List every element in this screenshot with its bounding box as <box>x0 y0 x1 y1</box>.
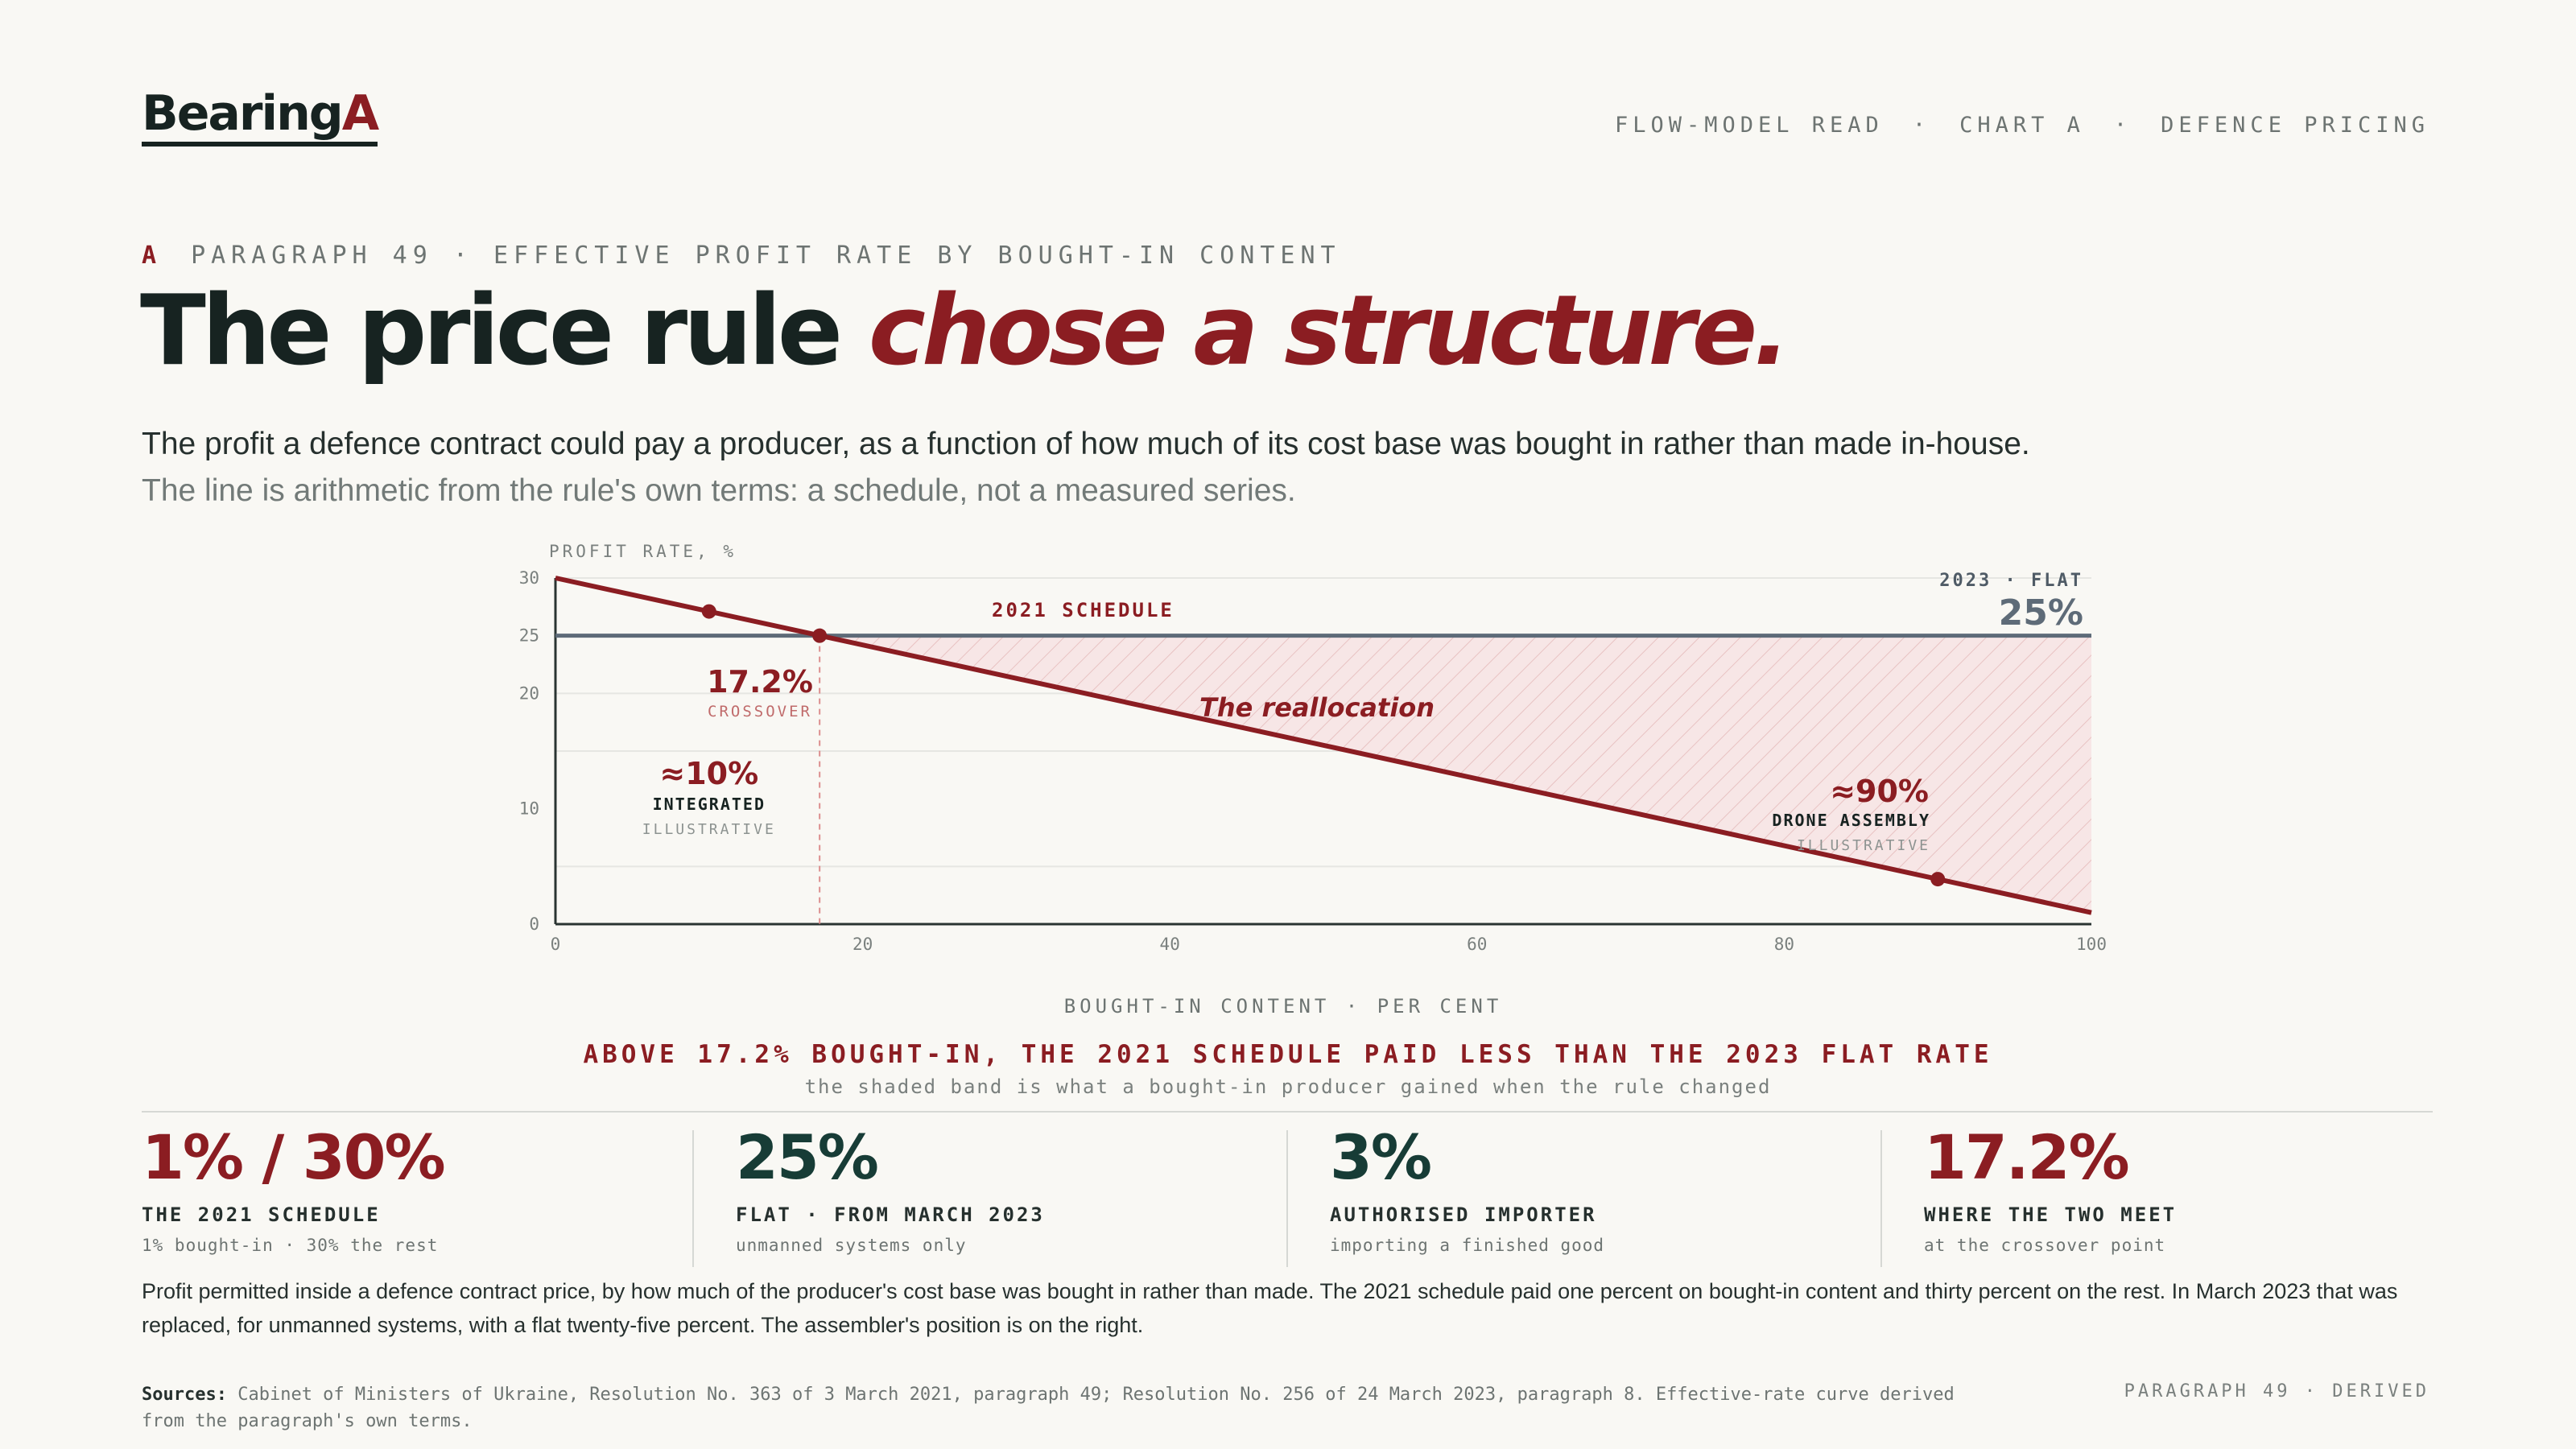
stat-divider <box>1286 1130 1288 1267</box>
sources-note: Sources: Cabinet of Ministers of Ukraine… <box>142 1381 1993 1435</box>
y-tick-label: 25 <box>519 626 539 646</box>
stat-value: 25% <box>736 1121 879 1193</box>
logo-accent: A <box>341 85 379 142</box>
x-tick-label: 20 <box>852 935 873 954</box>
stat-sub: at the crossover point <box>1924 1236 2166 1256</box>
title-plain: The price rule <box>140 275 869 387</box>
flat-rate-value: 25% <box>1999 592 2083 634</box>
crossover-value: 17.2% <box>707 664 813 700</box>
stat-label: THE 2021 SCHEDULE <box>142 1203 381 1227</box>
data-point <box>701 604 716 619</box>
stat-label: FLAT · FROM MARCH 2023 <box>736 1203 1045 1227</box>
band-label: The reallocation <box>1199 692 1435 723</box>
integrated-value: ≈10% <box>659 756 758 791</box>
stat-crossover: 17.2% WHERE THE TWO MEET at the crossove… <box>1924 1122 2177 1267</box>
stat-label: AUTHORISED IMPORTER <box>1330 1203 1597 1227</box>
breadcrumb-item-chart: CHART A <box>1959 113 2085 138</box>
x-tick-label: 40 <box>1160 935 1180 954</box>
stat-value: 1% / 30% <box>142 1121 446 1193</box>
chart-summary-sub: the shaded band is what a bought-in prod… <box>804 1075 1772 1098</box>
drone-value: ≈90% <box>1830 774 1929 809</box>
x-tick-label: 80 <box>1774 935 1794 954</box>
sources-text: Cabinet of Ministers of Ukraine, Resolut… <box>142 1385 1955 1431</box>
tick-labels: 0 20 40 60 80 100 0 10 20 25 30 PROFIT RATE, % BOUGH… <box>519 542 2107 1018</box>
sources-label: Sources: <box>142 1385 227 1405</box>
y-tick-label: 0 <box>529 914 539 934</box>
breadcrumb-item-defence-pricing: DEFENCE PRICING <box>2161 113 2429 138</box>
stat-sub: unmanned systems only <box>736 1236 967 1256</box>
stat-authorised-importer: 3% AUTHORISED IMPORTER importing a finis… <box>1330 1122 1604 1267</box>
integrated-note: ILLUSTRATIVE <box>642 821 776 838</box>
series-label-2023-flat: 2023 · FLAT <box>1939 571 2083 591</box>
x-tick-label: 100 <box>2076 935 2107 954</box>
chart-eyebrow: A PARAGRAPH 49 · EFFECTIVE PROFIT RATE BY… <box>142 242 1341 270</box>
brand-logo[interactable]: BearingA <box>142 85 379 147</box>
crossover-label: CROSSOVER <box>708 703 812 720</box>
drone-label: DRONE ASSEMBLY <box>1772 811 1930 830</box>
drone-note: ILLUSTRATIVE <box>1797 837 1930 854</box>
chart-letter: A <box>142 242 163 270</box>
y-axis-label: PROFIT RATE, % <box>549 542 737 561</box>
stat-2021-schedule: 1% / 30% THE 2021 SCHEDULE 1% bought-in … <box>142 1121 446 1267</box>
stat-label: WHERE THE TWO MEET <box>1924 1203 2178 1227</box>
lede-secondary: The line is arithmetic from the rule's o… <box>142 473 1296 508</box>
stat-value: 17.2% <box>1924 1121 2130 1193</box>
series-label-2021-schedule: 2021 SCHEDULE <box>992 599 1174 621</box>
profit-rate-chart: 0 20 40 60 80 100 0 10 20 25 30 PROFIT RATE, % BOUGH… <box>519 542 2107 1018</box>
x-axis-label: BOUGHT-IN CONTENT · PER CENT <box>1064 995 1503 1018</box>
breadcrumb-separator: · <box>1912 113 1931 138</box>
series-line-2021-schedule <box>555 576 2092 915</box>
x-tick-label: 0 <box>551 935 561 954</box>
title-emphasis: chose a structure. <box>868 275 1790 387</box>
logo-text: Bearing <box>142 85 344 142</box>
stat-divider <box>1880 1130 1882 1267</box>
body-text: Profit permitted inside a defence contra… <box>142 1279 2398 1337</box>
y-tick-label: 20 <box>519 683 539 703</box>
footer-tag: PARAGRAPH 49 · DERIVED <box>2124 1381 2429 1402</box>
lede-primary: The profit a defence contract could pay … <box>142 427 2030 461</box>
data-point <box>812 628 828 643</box>
stat-sub: importing a finished good <box>1330 1236 1605 1256</box>
chart-summary-headline: ABOVE 17.2% BOUGHT-IN, THE 2021 SCHEDULE… <box>583 1040 1993 1069</box>
stat-flat-2023: 25% FLAT · FROM MARCH 2023 unmanned syst… <box>736 1122 1045 1267</box>
top-breadcrumb: FLOW-MODEL READ · CHART A · DEFENCE PRICING <box>1615 113 2429 138</box>
stat-divider <box>692 1130 694 1267</box>
y-tick-label: 10 <box>519 799 539 819</box>
stat-value: 3% <box>1330 1121 1432 1193</box>
eyebrow-text: PARAGRAPH 49 · EFFECTIVE PROFIT RATE BY … <box>191 242 1341 270</box>
breadcrumb-item-flow-model: FLOW-MODEL READ <box>1614 113 1884 138</box>
stat-sub: 1% bought-in · 30% the rest <box>142 1236 439 1256</box>
page-title: The price rule chose a structure. <box>140 279 1790 385</box>
data-point <box>1930 872 1946 887</box>
integrated-label: INTEGRATED <box>653 795 766 814</box>
x-tick-label: 60 <box>1467 935 1487 954</box>
y-tick-label: 30 <box>519 568 539 588</box>
divider <box>142 1111 2433 1113</box>
breadcrumb-separator: · <box>2113 113 2132 138</box>
